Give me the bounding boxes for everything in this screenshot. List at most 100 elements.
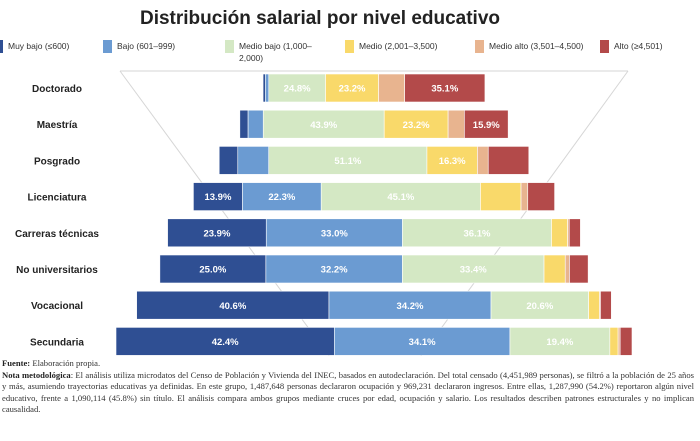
bar-segment bbox=[447, 109, 465, 139]
legend-swatch bbox=[600, 40, 609, 53]
category-label: Secundaria bbox=[30, 337, 84, 348]
bar-segment bbox=[325, 73, 379, 103]
bar-segment bbox=[404, 73, 486, 103]
note-label-1: Nota bbox=[2, 369, 22, 380]
legend-swatch bbox=[225, 40, 234, 53]
chart-plot: Doctorado 24.8% 23.2% 35.1% Maestría 43.9% 23.… bbox=[15, 70, 633, 356]
legend-item: Alto (≥4,501) bbox=[600, 40, 700, 53]
bar-segment bbox=[237, 146, 270, 175]
legend-label: Bajo (601–999) bbox=[117, 41, 176, 51]
legend-swatch bbox=[475, 40, 484, 53]
bar-segment bbox=[509, 327, 611, 356]
data-label: 36.1% bbox=[464, 228, 491, 239]
source-text: Elaboración propia. bbox=[30, 358, 101, 368]
bar-segment bbox=[320, 182, 481, 211]
category-label: Vocacional bbox=[31, 301, 83, 312]
data-label: 35.1% bbox=[431, 84, 458, 95]
data-label: 32.2% bbox=[321, 265, 348, 276]
bar-segment bbox=[527, 182, 555, 211]
bar-segment bbox=[265, 73, 270, 103]
legend-item: Medio alto (3,501–4,500) bbox=[475, 40, 585, 53]
bar-segment bbox=[426, 146, 478, 175]
bar-segment bbox=[242, 182, 322, 211]
bar-segment bbox=[520, 182, 529, 211]
legend-label: Medio (2,001–3,500) bbox=[359, 41, 438, 51]
bar-segment bbox=[262, 73, 266, 103]
legend-item: Muy bajo (≤600) bbox=[0, 40, 74, 53]
data-label: 15.9% bbox=[473, 120, 500, 131]
legend-label: Medio bajo (1,000–2,000) bbox=[239, 41, 312, 63]
bar-segment bbox=[617, 327, 621, 356]
note-label-2: metodológica bbox=[22, 369, 71, 380]
category-label: Posgrado bbox=[34, 156, 80, 167]
bar-segment bbox=[588, 290, 600, 320]
data-label: 24.8% bbox=[284, 84, 311, 95]
bar-segment bbox=[378, 73, 405, 103]
methodology-note: Nota metodológica: El análisis utiliza m… bbox=[2, 370, 694, 416]
bar-segment bbox=[609, 327, 619, 356]
bar-segment bbox=[568, 218, 581, 248]
bar-segment bbox=[402, 218, 552, 248]
legend: Muy bajo (≤600) Bajo (601–999) Medio bajo … bbox=[0, 40, 700, 72]
legend-item: Bajo (601–999) bbox=[103, 40, 213, 53]
bar-segment bbox=[159, 254, 267, 284]
bar-segment bbox=[193, 182, 243, 211]
bar-segment bbox=[218, 146, 239, 175]
bar-segment bbox=[268, 146, 428, 175]
bar-segment bbox=[480, 182, 522, 211]
data-label: 25.0% bbox=[199, 265, 226, 276]
data-label: 23.2% bbox=[339, 84, 366, 95]
bar-segment bbox=[490, 290, 589, 320]
chart-title: Distribución salarial por nivel educativ… bbox=[139, 8, 501, 29]
source-note: Fuente: Elaboración propia. bbox=[2, 358, 694, 370]
notes: Fuente: Elaboración propia. Nota metodol… bbox=[2, 358, 694, 416]
data-label: 33.0% bbox=[321, 228, 348, 239]
bar-segment bbox=[619, 327, 633, 356]
legend-swatch bbox=[345, 40, 354, 53]
bar-segment bbox=[247, 109, 264, 139]
legend-item: Medio bajo (1,000–2,000) bbox=[225, 40, 335, 64]
category-label: No universitarios bbox=[16, 265, 98, 276]
bar-segment bbox=[115, 327, 335, 356]
bar-segment bbox=[265, 218, 403, 248]
data-label: 40.6% bbox=[219, 301, 246, 312]
category-label: Carreras técnicas bbox=[15, 229, 99, 240]
bar-segment bbox=[265, 254, 403, 284]
bar-segment bbox=[600, 290, 612, 320]
data-label: 43.9% bbox=[310, 120, 337, 131]
data-label: 22.3% bbox=[268, 192, 295, 203]
source-label: Fuente: bbox=[2, 358, 31, 368]
category-label: Doctorado bbox=[32, 84, 82, 95]
bar-segment bbox=[136, 290, 330, 320]
legend-item: Medio (2,001–3,500) bbox=[345, 40, 465, 53]
category-label: Licenciatura bbox=[28, 193, 87, 204]
bar-segment bbox=[564, 254, 570, 284]
data-label: 42.4% bbox=[212, 337, 239, 348]
category-label: Maestría bbox=[37, 120, 78, 131]
data-label: 23.2% bbox=[403, 120, 430, 131]
bar-segment bbox=[383, 109, 449, 139]
data-label: 51.1% bbox=[334, 156, 361, 167]
data-label: 45.1% bbox=[387, 192, 414, 203]
data-label: 13.9% bbox=[204, 192, 231, 203]
bar-segment bbox=[262, 109, 385, 139]
bar-segment bbox=[328, 290, 492, 320]
note-text: : El análisis utiliza microdatos del Cen… bbox=[2, 369, 694, 415]
legend-label: Medio alto (3,501–4,500) bbox=[489, 41, 584, 51]
data-label: 16.3% bbox=[439, 156, 466, 167]
data-label: 33.4% bbox=[460, 265, 487, 276]
legend-label: Alto (≥4,501) bbox=[614, 41, 663, 51]
data-label: 20.6% bbox=[526, 301, 553, 312]
bar-segment bbox=[464, 109, 509, 139]
data-label: 23.9% bbox=[203, 228, 230, 239]
bar-segment bbox=[551, 218, 568, 248]
legend-swatch bbox=[103, 40, 112, 53]
bar-segment bbox=[334, 327, 511, 356]
legend-swatch bbox=[0, 40, 3, 53]
data-label: 34.2% bbox=[397, 301, 424, 312]
bar-segment bbox=[487, 146, 530, 175]
data-label: 34.1% bbox=[409, 337, 436, 348]
data-label: 19.4% bbox=[546, 337, 573, 348]
bar-segment bbox=[477, 146, 489, 175]
bar-segment bbox=[239, 109, 249, 139]
